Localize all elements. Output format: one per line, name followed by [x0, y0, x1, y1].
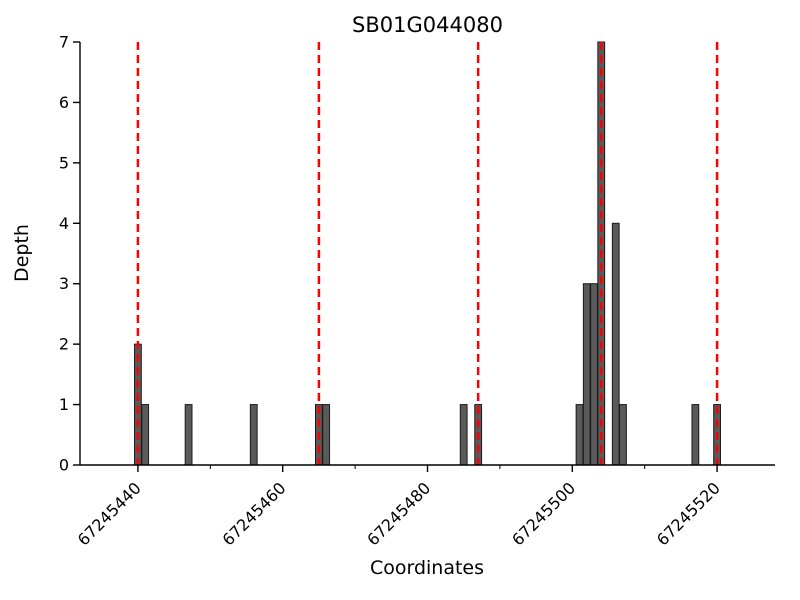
depth-bar [575, 404, 584, 466]
y-axis-label: Depth [11, 224, 33, 282]
axes-group: 0 1 2 3 4 5 6 7 67245440 67245460 67245480 67245500… [59, 33, 775, 549]
depth-bar [322, 404, 331, 466]
depth-bar [611, 222, 620, 466]
y-tick-label: 4 [59, 214, 69, 233]
depth-bar [184, 404, 193, 466]
x-tick-label: 67245520 [653, 478, 724, 549]
y-tick-label: 7 [59, 33, 69, 52]
chart-title: SB01G044080 [352, 13, 503, 37]
y-tick-label: 2 [59, 335, 69, 354]
depth-bar [249, 404, 258, 466]
depth-bar [582, 283, 591, 466]
x-tick-label: 67245480 [363, 478, 434, 549]
x-axis-label: Coordinates [369, 557, 485, 579]
x-tick-label: 67245500 [508, 478, 579, 549]
y-tick-label: 5 [59, 153, 69, 172]
y-tick-label: 0 [59, 456, 69, 475]
x-tick-label: 67245460 [219, 478, 290, 549]
depth-bar [619, 404, 627, 466]
y-tick-label: 6 [59, 93, 69, 112]
depth-bar [141, 404, 150, 466]
depth-bar [459, 404, 468, 466]
bars-group [134, 41, 721, 466]
y-tick-label: 3 [59, 274, 69, 293]
depth-bar [590, 283, 598, 466]
depth-bar [691, 404, 700, 466]
y-tick-label: 1 [59, 395, 69, 414]
x-tick-label: 67245440 [74, 478, 145, 549]
marker-lines-group [136, 42, 719, 465]
